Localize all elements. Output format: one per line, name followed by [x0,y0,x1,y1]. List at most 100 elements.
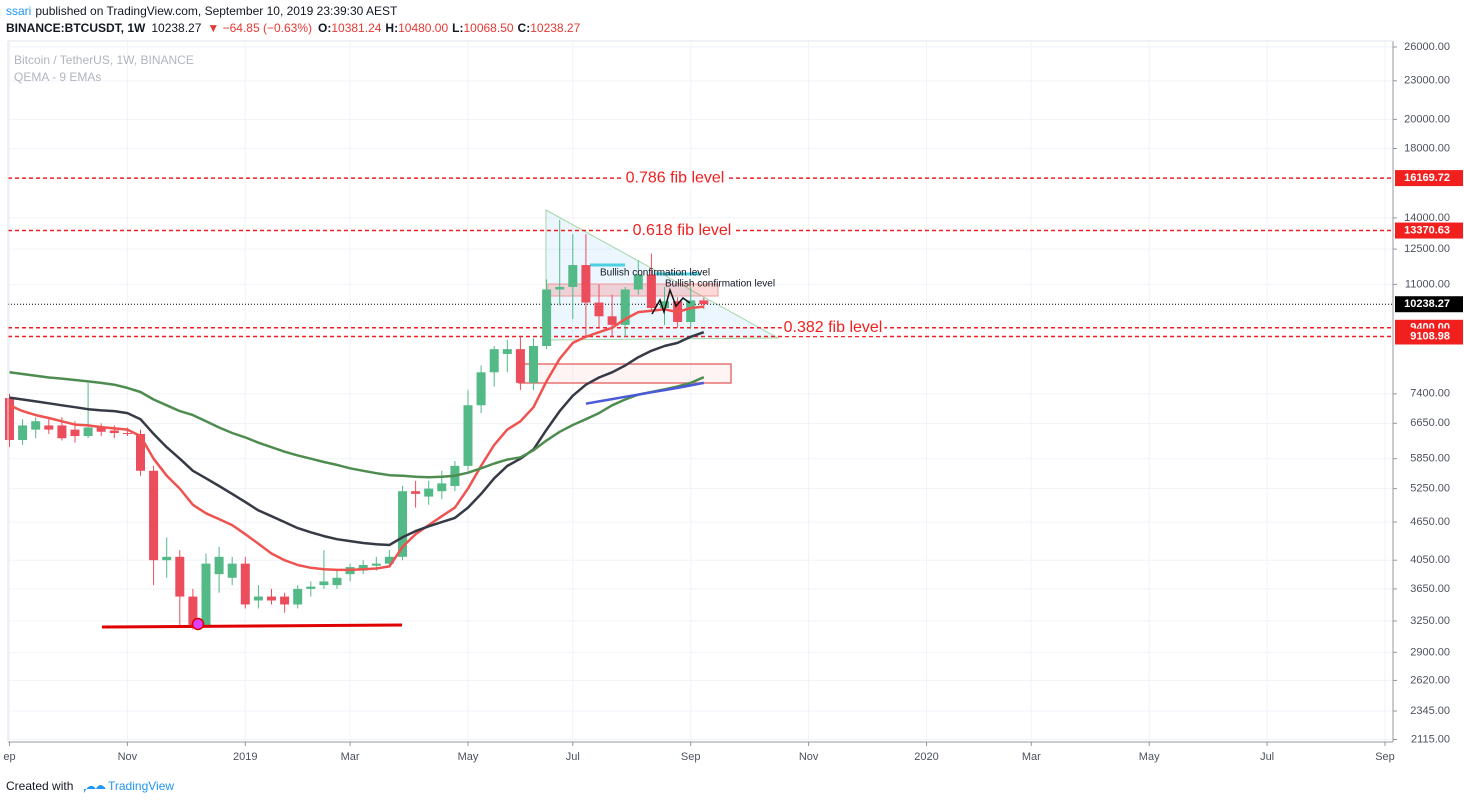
y-tick-label: 26000.00 [1404,41,1450,53]
candle-body [109,430,119,434]
ticker-line: BINANCE:BTCUSDT, 1W 10238.27 ▼ −64.85 (−0.… [6,21,581,35]
candle-body [542,289,552,347]
candle-body [122,433,132,435]
x-tick-label: May [1139,751,1160,763]
y-tick-label: 4050.00 [1410,554,1450,566]
y-tick-label: 2620.00 [1410,674,1450,686]
legend-title: Bitcoin / TetherUS, 1W, BINANCE [14,53,194,67]
plot [5,219,709,630]
y-tick-label: 6650.00 [1410,417,1450,429]
ohlc-value: 10068.50 [463,21,513,35]
candle-body [633,274,643,290]
candle-body [699,300,709,305]
ohlc-value: 10480.00 [398,21,448,35]
y-tick-label: 20000.00 [1404,113,1450,125]
candle-body [607,316,617,325]
candle-body [660,301,669,308]
x-tick-label: Nov [799,751,819,763]
candle-body [44,425,54,430]
candle-body [529,346,538,383]
x-tick-label: ep [3,751,15,763]
candle-body [581,265,591,303]
x-tick-label: 2019 [233,751,257,763]
x-tick-label: 2020 [914,751,938,763]
price-label-bg [1395,328,1463,345]
candle-body [384,556,394,564]
fib-label-bg [781,319,885,337]
candle-body [267,596,276,601]
footer-text: Created with [6,779,73,793]
x-tick-label: Mar [1022,751,1041,763]
candle-body [83,427,93,437]
last-price: 10238.27 [151,21,201,35]
publisher: ssari [6,4,31,18]
fib-label: 0.618 fib level [633,222,732,239]
ohlc-value: 10238.27 [530,21,580,35]
candle-body [306,586,316,589]
ohlc-label: O: [318,21,331,35]
footer-brand: TradingView [108,779,174,793]
y-tick-label: 2345.00 [1410,705,1450,717]
candle-body [18,425,28,441]
candle-body [398,491,407,557]
y-tick-label: 23000.00 [1404,75,1450,87]
candle-body [489,349,499,373]
x-tick-label: Nov [118,751,138,763]
candle-body [5,397,14,441]
candle-body [31,421,41,430]
ohlc-value: 10381.24 [331,21,381,35]
header-title: published on TradingView.com, September … [35,4,398,18]
x-tick-label: Mar [341,751,360,763]
price-label: 10238.27 [1404,298,1450,310]
candle-body [332,577,342,586]
candle-body [280,596,290,605]
candle-body [149,470,159,561]
candle-body [437,483,447,492]
candle-body [319,581,329,586]
ema-line [8,305,704,572]
fib-label-bg [623,169,727,187]
drawings [8,177,1393,384]
change: ▼ −64.85 (−0.63%) [207,21,312,35]
legend-indicator: QEMA - 9 EMAs [14,70,101,84]
x-tick-label: Sep [1375,751,1395,763]
ohlc-label: L: [452,21,463,35]
candle-body [201,563,211,626]
y-tick-label: 5250.00 [1410,482,1450,494]
y-tick-label: 2900.00 [1410,646,1450,658]
candle-body [515,349,525,383]
candle-body [555,286,565,290]
candle-body [136,433,145,471]
y-tick-label: 7400.00 [1410,388,1450,400]
wave-drawing [651,287,691,315]
candle-body [227,563,237,578]
candle-body [162,556,172,561]
candle-body [620,289,630,325]
y-tick-label: 18000.00 [1404,142,1450,154]
candle-body [424,488,434,497]
candle-body [463,405,473,466]
y-tick-label: 3650.00 [1410,583,1450,595]
axes: 26000.00 23000.00 20000.00 18000.00 14000.00… [3,41,1463,763]
candle-body [70,429,80,437]
y-tick-label: 3250.00 [1410,615,1450,627]
ohlc-label: C: [518,21,531,35]
logo [84,785,106,793]
price-label-bg [1395,170,1463,187]
annotation: Bullish confirmation level [600,268,710,279]
price-label-bg [1395,222,1463,239]
y-tick-label: 14000.00 [1404,212,1450,224]
y-tick-label: 5850.00 [1410,453,1450,465]
price-label: 16169.72 [1404,172,1450,184]
price-label-bg [1395,296,1463,313]
ema-line [9,371,705,479]
candle-body [411,491,421,494]
candle-body [646,274,656,308]
candle-body [57,425,67,439]
candle-body [240,563,250,605]
ohlc-label: H: [385,21,398,35]
candle-body [371,563,381,566]
ema-line [585,381,705,405]
